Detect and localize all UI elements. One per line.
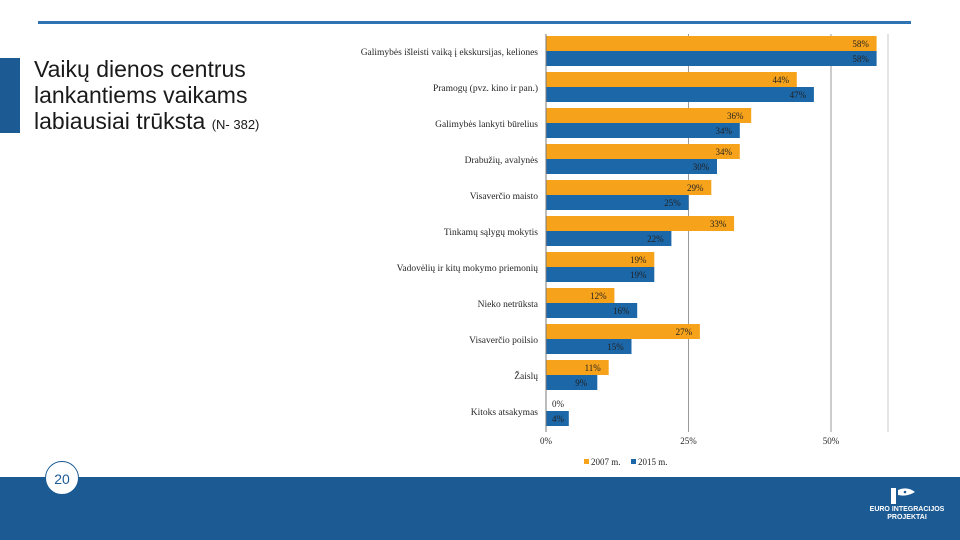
bar-2007 (546, 252, 655, 267)
bar-2015 (546, 303, 638, 318)
bar-value-label: 12% (590, 291, 607, 301)
category-label: Nieko netrūksta (478, 300, 539, 310)
bar-value-label: 16% (613, 306, 630, 316)
bar-value-label: 15% (607, 342, 624, 352)
x-tick-label: 0% (540, 436, 553, 446)
chart-legend: 2007 m. 2015 m. (584, 457, 668, 467)
category-label: Kitoks atsakymas (471, 408, 539, 418)
category-label: Žaislų (514, 370, 538, 382)
bar-value-label: 34% (716, 126, 733, 136)
slide-title: Vaikų dienos centrus lankantiems vaikams… (34, 56, 314, 138)
euro-integracijos-logo: EURO INTEGRACIJOS PROJEKTAI (868, 486, 946, 530)
chart-labels: 58% 58% Galimybės išleisti vaiką į ekskurs… (361, 39, 870, 424)
bar-value-label: 0% (552, 399, 565, 409)
footer-bar (0, 477, 960, 540)
bar-2015 (546, 411, 569, 426)
logo-text: EURO INTEGRACIJOS PROJEKTAI (868, 506, 946, 522)
bar-2007 (546, 36, 877, 51)
bar-2015 (546, 375, 598, 390)
bar-2007 (546, 288, 615, 303)
bar-2007 (546, 216, 735, 231)
bar-value-label: 9% (575, 378, 588, 388)
bar-value-label: 11% (585, 363, 602, 373)
bar-value-label: 47% (790, 90, 807, 100)
bar-value-label: 34% (716, 147, 733, 157)
top-rule (38, 21, 911, 24)
bar-value-label: 58% (852, 54, 869, 64)
bar-2007 (546, 72, 797, 87)
slide-title-sample-size: (N- 382) (211, 117, 260, 132)
x-tick-label: 25% (680, 436, 697, 446)
bar-value-label: 30% (693, 162, 710, 172)
bar-2007 (546, 324, 700, 339)
bar-value-label: 19% (630, 270, 647, 280)
legend-swatch-2015 (631, 459, 636, 464)
bar-2015 (546, 195, 689, 210)
category-label: Drabužių, avalynės (465, 156, 539, 166)
bar-2015 (546, 123, 740, 138)
side-accent-bar (0, 58, 20, 133)
logo-line-1: EURO INTEGRACIJOS (869, 506, 945, 513)
page-number: 20 (45, 461, 79, 495)
category-label: Galimybės lankyti būrelius (435, 120, 538, 130)
legend-swatch-2007 (584, 459, 589, 464)
category-label: Vadovėlių ir kitų mokymo priemonių (397, 264, 539, 274)
bar-2015 (546, 339, 632, 354)
bar-value-label: 22% (647, 234, 664, 244)
category-label: Visaverčio poilsio (469, 336, 538, 346)
bar-value-label: 33% (710, 219, 727, 229)
bar-2007 (546, 360, 609, 375)
category-label: Galimybės išleisti vaiką į ekskursijas, … (361, 48, 539, 58)
bar-value-label: 4% (552, 414, 565, 424)
chart-axes: 0% 25% 50% (540, 34, 840, 446)
bar-value-label: 29% (687, 183, 704, 193)
bar-value-label: 27% (676, 327, 693, 337)
bar-2015 (546, 159, 717, 174)
legend-label: 2007 m. (591, 457, 621, 467)
bar-2015 (546, 267, 655, 282)
slide-title-main: Vaikų dienos centrus lankantiems vaikams… (34, 56, 248, 134)
bar-2015 (546, 231, 672, 246)
bar-2007 (546, 144, 740, 159)
bar-value-label: 36% (727, 111, 744, 121)
chart-bars (546, 36, 877, 426)
bar-2007 (546, 108, 752, 123)
bar-2007 (546, 180, 712, 195)
bar-2015 (546, 51, 877, 66)
legend-label: 2015 m. (638, 457, 668, 467)
bar-value-label: 19% (630, 255, 647, 265)
x-tick-label: 50% (823, 436, 840, 446)
category-label: Tinkamų sąlygų mokytis (444, 228, 538, 238)
category-label: Visaverčio maisto (470, 192, 539, 202)
bar-value-label: 58% (852, 39, 869, 49)
bar-value-label: 25% (664, 198, 681, 208)
logo-mark-icon (891, 488, 915, 504)
bar-value-label: 44% (773, 75, 790, 85)
bar-2015 (546, 87, 814, 102)
category-label: Pramogų (pvz. kino ir pan.) (433, 83, 538, 94)
logo-line-2: PROJEKTAI (887, 514, 927, 521)
